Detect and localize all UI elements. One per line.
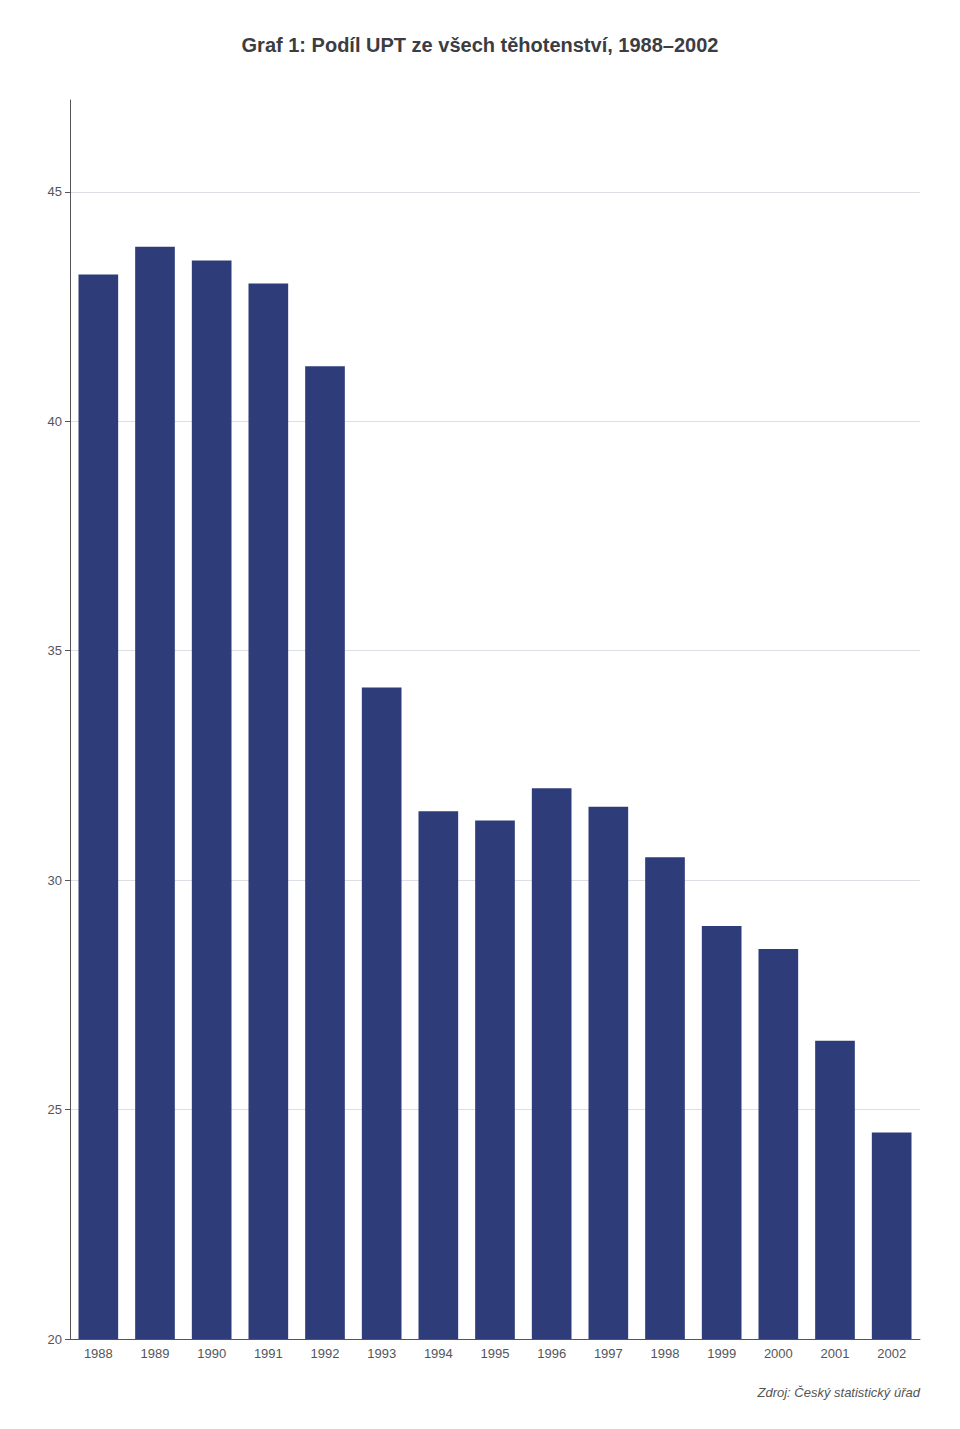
svg-text:40: 40 <box>48 414 62 429</box>
svg-text:1994: 1994 <box>424 1346 453 1361</box>
svg-text:1993: 1993 <box>367 1346 396 1361</box>
svg-text:1998: 1998 <box>651 1346 680 1361</box>
svg-text:1988: 1988 <box>84 1346 113 1361</box>
svg-text:1997: 1997 <box>594 1346 623 1361</box>
svg-text:1996: 1996 <box>537 1346 566 1361</box>
svg-text:1992: 1992 <box>311 1346 340 1361</box>
svg-text:45: 45 <box>48 184 62 199</box>
svg-text:1989: 1989 <box>141 1346 170 1361</box>
svg-text:20: 20 <box>48 1332 62 1347</box>
svg-text:35: 35 <box>48 643 62 658</box>
svg-text:2000: 2000 <box>764 1346 793 1361</box>
svg-text:Graf 1: Podíl UPT ze všech těh: Graf 1: Podíl UPT ze všech těhotenství, … <box>242 34 719 56</box>
svg-text:1995: 1995 <box>481 1346 510 1361</box>
svg-text:1991: 1991 <box>254 1346 283 1361</box>
svg-text:25: 25 <box>48 1102 62 1117</box>
svg-text:1999: 1999 <box>707 1346 736 1361</box>
svg-text:2002: 2002 <box>877 1346 906 1361</box>
svg-text:2001: 2001 <box>821 1346 850 1361</box>
svg-text:1990: 1990 <box>197 1346 226 1361</box>
svg-text:Zdroj: Český statistický úřad: Zdroj: Český statistický úřad <box>756 1385 920 1400</box>
svg-text:30: 30 <box>48 873 62 888</box>
